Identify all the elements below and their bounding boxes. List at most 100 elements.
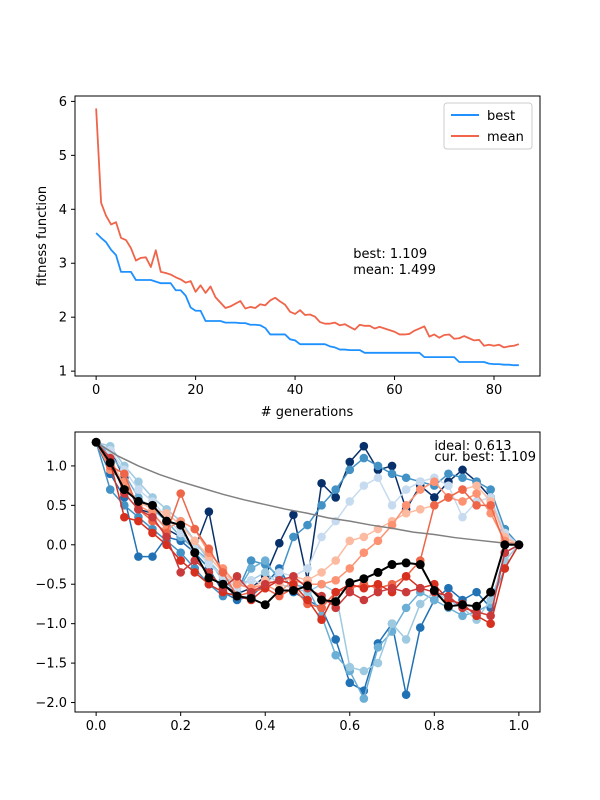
population-point: [345, 497, 355, 506]
population-point: [204, 544, 214, 554]
population-point: [345, 662, 355, 672]
population-point: [331, 556, 340, 565]
current-best-point: [204, 573, 214, 583]
population-point: [204, 560, 214, 569]
fitness-x-tick-label: 60: [386, 383, 403, 398]
population-point: [486, 501, 495, 510]
series-line-mean: [95, 108, 520, 349]
population-point: [458, 473, 467, 483]
population-point: [373, 536, 383, 546]
population-point: [289, 532, 298, 542]
population-point: [317, 615, 326, 625]
population-point: [190, 524, 200, 534]
population-point: [458, 485, 467, 494]
current-best-point: [443, 601, 453, 611]
current-best-point: [218, 579, 228, 589]
population-x-tick-label: 0.4: [255, 719, 276, 734]
fitness-y-tick-label: 4: [59, 203, 67, 218]
population-point: [317, 568, 326, 577]
population-point: [486, 485, 495, 494]
population-point: [204, 507, 214, 516]
population-point: [430, 595, 439, 605]
population-point: [134, 477, 143, 486]
population-point: [444, 493, 453, 502]
population-point: [162, 532, 171, 542]
population-point: [472, 489, 481, 498]
series-line-best: [95, 232, 519, 367]
fitness-x-tick-label: 40: [287, 383, 304, 398]
current-best-point: [387, 560, 397, 570]
current-best-point: [331, 597, 341, 607]
current-best-point: [373, 567, 383, 577]
fitness-x-tick-label: 80: [486, 383, 503, 398]
population-point: [190, 568, 200, 577]
population-point: [415, 623, 425, 632]
population-point: [120, 512, 129, 522]
current-best-point: [232, 591, 242, 601]
fitness-annotation-line: best: 1.109: [353, 247, 427, 262]
population-point: [458, 465, 467, 475]
population-point: [303, 564, 312, 573]
population-point: [500, 564, 510, 573]
current-best-point: [303, 581, 312, 591]
population-point: [317, 478, 326, 488]
population-point: [275, 538, 284, 548]
population-chart: 0.0 0.2 0.4 0.6 0.8 1.0 −2.0 −1.5 −1.0 −0.5 0.0 0.5…: [35, 431, 541, 734]
population-point: [331, 603, 340, 613]
population-point: [458, 611, 467, 621]
population-point: [303, 520, 312, 530]
population-point: [359, 666, 369, 676]
population-point: [275, 568, 284, 577]
population-point: [134, 516, 143, 526]
current-best-point: [105, 458, 115, 468]
population-point: [331, 493, 340, 502]
population-point: [246, 556, 256, 565]
current-best-point: [472, 601, 482, 611]
population-point: [289, 510, 298, 520]
fitness-y-tick-label: 6: [59, 95, 67, 110]
population-point: [430, 493, 439, 502]
population-point: [458, 512, 467, 522]
population-point: [359, 548, 369, 557]
population-point: [359, 583, 369, 593]
fitness-axis-ticks: 0 20 40 60 80 1 2 3 4 5 6: [59, 95, 503, 398]
population-point: [373, 461, 383, 471]
population-point: [345, 536, 355, 546]
legend: best mean: [443, 102, 533, 150]
fitness-plot-area: [95, 108, 520, 367]
population-point: [373, 473, 383, 483]
population-point: [415, 477, 425, 486]
population-point: [401, 635, 411, 644]
population-point: [317, 501, 326, 510]
fitness-x-tick-label: 0: [92, 383, 100, 398]
population-y-tick-label: 1.0: [46, 459, 67, 474]
population-point: [415, 504, 425, 514]
population-point: [430, 501, 439, 510]
fitness-y-tick-label: 3: [59, 257, 67, 272]
population-point: [486, 619, 495, 628]
current-best-point: [91, 437, 101, 447]
fitness-axes-frame: [74, 95, 541, 377]
population-point: [134, 485, 143, 494]
population-point: [401, 485, 411, 494]
population-point: [303, 595, 312, 605]
population-point: [472, 587, 481, 597]
population-point: [317, 532, 326, 542]
current-best-point: [429, 586, 439, 596]
population-point: [331, 635, 340, 644]
population-point: [232, 579, 242, 589]
current-best-point: [458, 600, 468, 610]
population-axes-frame: [74, 431, 541, 713]
population-x-tick-label: 0.2: [170, 719, 191, 734]
population-point: [472, 501, 481, 510]
population-point: [444, 469, 453, 479]
population-point: [373, 587, 383, 597]
current-best-point: [246, 593, 256, 603]
population-point: [401, 572, 411, 581]
population-point: [260, 568, 270, 577]
population-point: [260, 556, 270, 565]
population-point: [176, 556, 185, 565]
